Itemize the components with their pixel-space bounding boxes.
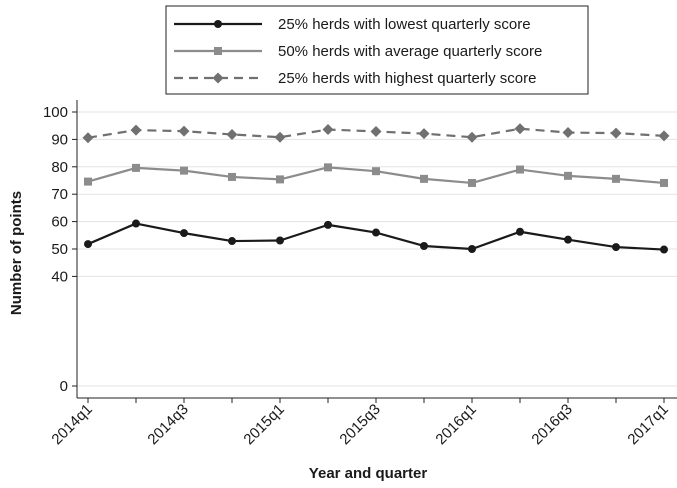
data-point bbox=[276, 175, 284, 184]
x-axis-title: Year and quarter bbox=[309, 465, 428, 482]
data-point bbox=[324, 163, 332, 172]
data-point bbox=[466, 131, 478, 143]
data-point bbox=[420, 174, 428, 183]
data-point bbox=[564, 235, 572, 244]
gridlines bbox=[77, 111, 677, 387]
data-point bbox=[228, 237, 236, 246]
legend-marker bbox=[214, 47, 222, 55]
data-point bbox=[564, 171, 572, 180]
data-point bbox=[322, 124, 334, 136]
data-point bbox=[610, 127, 622, 139]
y-tick-label: 50 bbox=[51, 241, 68, 258]
data-point bbox=[228, 172, 236, 181]
data-point bbox=[370, 125, 382, 137]
series-3 bbox=[82, 123, 670, 144]
y-tick-label: 60 bbox=[51, 214, 68, 231]
data-point bbox=[226, 128, 238, 140]
legend: 25% herds with lowest quarterly score 50%… bbox=[165, 5, 589, 95]
data-point bbox=[612, 243, 620, 252]
data-point bbox=[516, 227, 524, 236]
data-point bbox=[84, 177, 92, 186]
data-point bbox=[468, 178, 476, 187]
data-point bbox=[178, 125, 190, 137]
legend-label: 50% herds with average quarterly score bbox=[278, 43, 542, 60]
data-point bbox=[420, 241, 428, 250]
legend-item-2: 50% herds with average quarterly score bbox=[174, 43, 542, 60]
data-point bbox=[180, 229, 188, 238]
data-point bbox=[516, 165, 524, 174]
data-point bbox=[514, 123, 526, 135]
y-tick-label: 80 bbox=[51, 159, 68, 176]
series-1 bbox=[84, 219, 668, 254]
legend-item-3: 25% herds with highest quarterly score bbox=[174, 70, 536, 87]
data-point bbox=[82, 132, 94, 144]
series-2 bbox=[84, 163, 668, 187]
legend-label: 25% herds with highest quarterly score bbox=[278, 70, 536, 87]
data-point bbox=[276, 236, 284, 245]
y-tick-label: 0 bbox=[60, 378, 68, 395]
y-tick-label: 100 bbox=[43, 104, 68, 121]
y-tick-label: 40 bbox=[51, 268, 68, 285]
data-point bbox=[132, 163, 140, 172]
legend-marker bbox=[212, 72, 224, 84]
data-point bbox=[84, 240, 92, 249]
y-tick-label: 70 bbox=[51, 186, 68, 203]
data-point bbox=[372, 228, 380, 237]
data-point bbox=[562, 127, 574, 139]
data-point bbox=[132, 219, 140, 228]
data-point bbox=[658, 130, 670, 142]
y-axis-ticks: 0 40 50 60 70 80 90 100 bbox=[43, 104, 77, 395]
data-point bbox=[612, 174, 620, 183]
data-point bbox=[324, 220, 332, 229]
series-group bbox=[82, 123, 670, 254]
legend-item-1: 25% herds with lowest quarterly score bbox=[174, 16, 531, 33]
legend-marker bbox=[214, 20, 222, 28]
y-axis-title: Number of points bbox=[8, 191, 25, 315]
data-point bbox=[660, 178, 668, 187]
data-point bbox=[468, 245, 476, 253]
data-point bbox=[180, 166, 188, 175]
data-point bbox=[274, 131, 286, 143]
data-point bbox=[372, 167, 380, 176]
data-point bbox=[418, 128, 430, 140]
y-tick-label: 90 bbox=[51, 131, 68, 148]
data-point bbox=[130, 124, 142, 136]
legend-label: 25% herds with lowest quarterly score bbox=[278, 16, 531, 33]
data-point bbox=[660, 245, 668, 254]
